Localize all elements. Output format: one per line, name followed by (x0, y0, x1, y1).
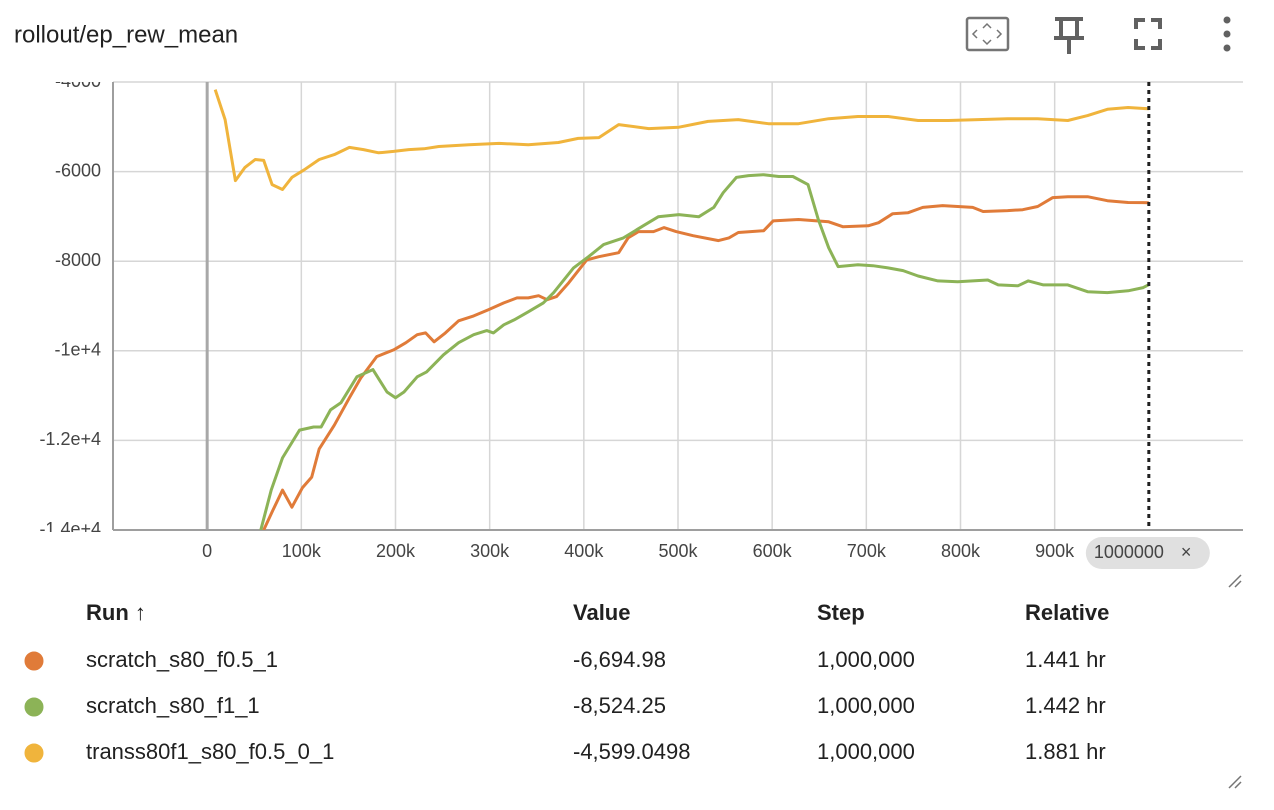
x-tick-label: 600k (753, 541, 793, 561)
y-tick-label: -6000 (55, 160, 101, 180)
table-cell: 1,000,000 (817, 693, 915, 718)
y-labels: -1.4e+4 -1.2e+4 -1e+4 -8000 -6000 -4000 (39, 71, 101, 539)
table-header: Run ↑ (86, 600, 146, 625)
run-name: scratch_s80_f0.5_1 (86, 647, 278, 672)
x-tick-label: 200k (376, 541, 416, 561)
x-tick-label: 400k (564, 541, 604, 561)
series-line (259, 173, 1150, 530)
series-line (213, 89, 1149, 191)
fit-button[interactable] (965, 16, 1010, 52)
x-tick-label: 800k (941, 541, 981, 561)
x-tick-label: 700k (847, 541, 887, 561)
x-tick-label: 900k (1035, 541, 1075, 561)
chart-title: rollout/ep_rew_mean (14, 21, 238, 48)
plot-lines (213, 89, 1150, 530)
run-name: transs80f1_s80_f0.5_0_1 (86, 739, 334, 764)
more-button[interactable] (1223, 16, 1231, 52)
table-cell: -8,524.25 (573, 693, 666, 718)
run-color-dot (23, 696, 45, 718)
table-cell: -6,694.98 (573, 647, 666, 672)
series-line (262, 195, 1149, 530)
run-name: scratch_s80_f1_1 (86, 693, 260, 718)
y-tick-label: -1.2e+4 (39, 429, 101, 449)
y-tick-label: -4000 (55, 71, 101, 91)
y-tick-label: -8000 (55, 250, 101, 270)
table-cell: 1.442 hr (1025, 693, 1106, 718)
cursor-remove[interactable]: × (1181, 542, 1192, 562)
x-tick-label: 0 (202, 541, 212, 561)
table-cell: -4,599.0498 (573, 739, 690, 764)
grid (112, 81, 1243, 531)
x-tick-label: 300k (470, 541, 510, 561)
resize-handle[interactable] (1228, 574, 1242, 588)
y-tick-label: -1.4e+4 (39, 519, 101, 539)
table-cell: 1,000,000 (817, 739, 915, 764)
table-cell: 1.441 hr (1025, 647, 1106, 672)
cursor-label: 1000000 (1094, 542, 1164, 562)
table-header: Value (573, 600, 630, 625)
annotations: 0 100k 200k 300k 400k 500k 600k 700k 800k 900k 100… (23, 82, 1210, 764)
x-tick-label: 500k (658, 541, 698, 561)
table-cell: 1,000,000 (817, 647, 915, 672)
table-cell: 1.881 hr (1025, 739, 1106, 764)
table-header: Relative (1025, 600, 1109, 625)
run-color-dot (23, 650, 45, 672)
resize-handle[interactable] (1228, 775, 1242, 789)
table-header: Step (817, 600, 865, 625)
y-tick-label: -1e+4 (54, 340, 101, 360)
run-color-dot (23, 742, 45, 764)
x-tick-label: 100k (282, 541, 322, 561)
pin-button[interactable] (1054, 17, 1084, 54)
fullscreen-button[interactable] (1134, 18, 1162, 50)
cursor-chip[interactable] (1085, 537, 1210, 569)
